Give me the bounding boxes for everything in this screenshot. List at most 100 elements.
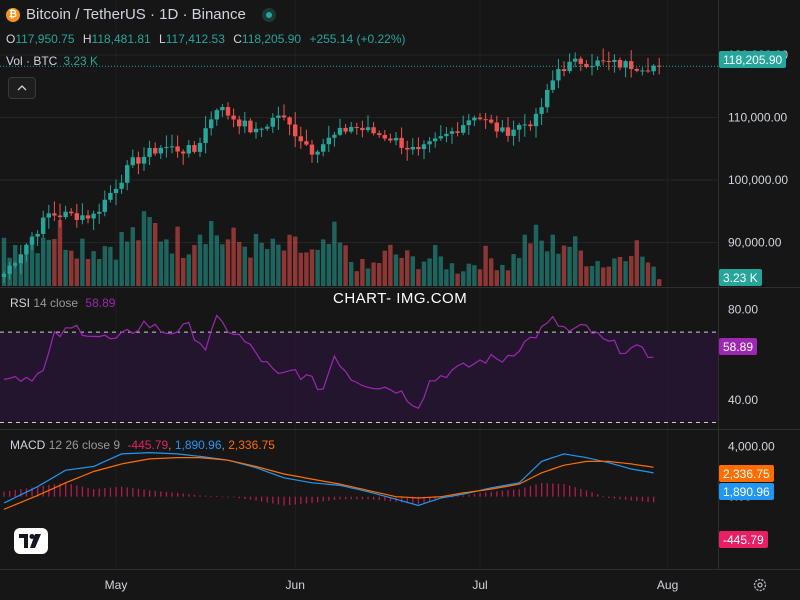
macd-hist-bar xyxy=(59,483,61,497)
candle-body xyxy=(494,122,499,132)
macd-legend[interactable]: MACD 12 26 close 9 -445.79, 1,890.96, 2,… xyxy=(10,438,275,452)
volume-bar xyxy=(24,249,29,286)
volume-bar xyxy=(455,273,460,286)
candle-body xyxy=(528,124,533,127)
candle-body xyxy=(461,125,466,133)
volume-bar xyxy=(393,254,399,286)
candle-body xyxy=(315,151,320,155)
volume-bar xyxy=(477,269,483,286)
macd-hist-bar xyxy=(121,486,123,497)
volume-bar xyxy=(416,269,421,286)
rsi-legend[interactable]: RSI 14 close 58.89 xyxy=(10,296,115,310)
volume-bar xyxy=(231,227,236,286)
candle-body xyxy=(298,136,303,142)
volume-legend[interactable]: Vol · BTC 3.23 K xyxy=(6,54,98,68)
candle-body xyxy=(220,107,225,111)
macd-hist-bar xyxy=(227,496,229,498)
volume-bar xyxy=(365,268,371,286)
candle-body xyxy=(91,213,96,219)
candle-body xyxy=(573,58,578,62)
candle-body xyxy=(248,120,253,133)
macd-hist-bar xyxy=(177,492,179,497)
macd-hist-bar xyxy=(641,496,644,502)
candle-body xyxy=(24,244,29,255)
volume-bar xyxy=(606,266,611,286)
macd-hist-bar xyxy=(98,488,100,497)
candle-body xyxy=(287,117,292,125)
macd-hist-bar xyxy=(412,496,414,504)
candle-body xyxy=(113,188,119,194)
candle-body xyxy=(455,131,460,133)
candle-body xyxy=(410,147,415,150)
volume-bar xyxy=(561,245,567,286)
candle-body xyxy=(545,89,550,108)
ohlc-legend: O117,950.75 H118,481.81 L117,412.53 C118… xyxy=(6,32,411,46)
volume-bar xyxy=(220,244,225,286)
candle-body xyxy=(634,68,639,71)
volume-bar xyxy=(265,249,270,286)
last-price-tag: 118,205.90 xyxy=(719,51,787,68)
volume-bar xyxy=(645,262,651,286)
macd-hist-bar xyxy=(305,496,308,504)
candle-body xyxy=(41,217,46,234)
candle-body xyxy=(242,120,247,127)
y-tick-label: 80.00 xyxy=(728,303,758,317)
candle-body xyxy=(231,115,236,120)
volume-bar xyxy=(494,270,499,286)
macd-hist-bar xyxy=(462,495,464,497)
volume-bar xyxy=(589,266,595,286)
symbol-header[interactable]: ₿ Bitcoin / TetherUS · 1D · Binance xyxy=(6,6,276,23)
candle-body xyxy=(153,147,158,154)
market-status-icon[interactable] xyxy=(261,7,276,22)
macd-label: MACD xyxy=(10,438,46,452)
volume-bar xyxy=(203,244,208,286)
volume-bar xyxy=(1,237,7,286)
macd-hist-bar xyxy=(647,496,649,502)
candle-body xyxy=(7,265,12,274)
macd-hist-bar xyxy=(188,494,190,497)
macd-hist-bar xyxy=(496,491,498,497)
macd-hist-bar xyxy=(518,489,520,497)
macd-hist-bar xyxy=(384,496,386,501)
candle-body xyxy=(281,115,287,118)
watermark: CHART- IMG.COM xyxy=(333,290,468,307)
volume-bar xyxy=(281,250,287,286)
gear-icon[interactable] xyxy=(752,577,768,593)
candle-body xyxy=(57,215,63,218)
low-key: L xyxy=(159,32,166,46)
macd-hist-bar xyxy=(524,487,526,497)
candle-body xyxy=(214,110,219,120)
macd-hist-bar xyxy=(541,482,543,497)
volume-bar xyxy=(472,265,477,286)
volume-bar xyxy=(444,269,449,286)
collapse-legend-button[interactable] xyxy=(8,77,36,99)
y-tick-label: 110,000.00 xyxy=(728,111,787,125)
volume-bar xyxy=(80,238,85,286)
volume-bar xyxy=(242,246,247,286)
candle-body xyxy=(259,128,264,130)
volume-bar xyxy=(354,271,359,286)
x-tick-label: Jul xyxy=(472,578,487,592)
candle-body xyxy=(427,141,432,145)
macd-hist-bar xyxy=(373,496,375,500)
volume-bar xyxy=(449,263,455,286)
candle-body xyxy=(623,61,628,68)
tradingview-logo[interactable] xyxy=(14,528,48,554)
macd-hist-bar xyxy=(597,494,599,497)
volume-bar xyxy=(349,262,354,286)
macd-hist-bar xyxy=(20,489,22,497)
macd-hist-bar xyxy=(361,496,364,500)
volume-bar xyxy=(505,270,511,286)
candle-body xyxy=(1,273,7,277)
volume-bar xyxy=(164,239,169,286)
volume-bar xyxy=(332,221,337,286)
x-tick-label: May xyxy=(105,578,128,592)
candle-body xyxy=(97,211,102,214)
volume-bar xyxy=(304,252,309,286)
symbol-title[interactable]: Bitcoin / TetherUS · 1D · Binance xyxy=(26,6,246,23)
candle-body xyxy=(270,117,275,127)
volume-bar xyxy=(321,239,326,286)
volume-bar xyxy=(287,234,292,286)
